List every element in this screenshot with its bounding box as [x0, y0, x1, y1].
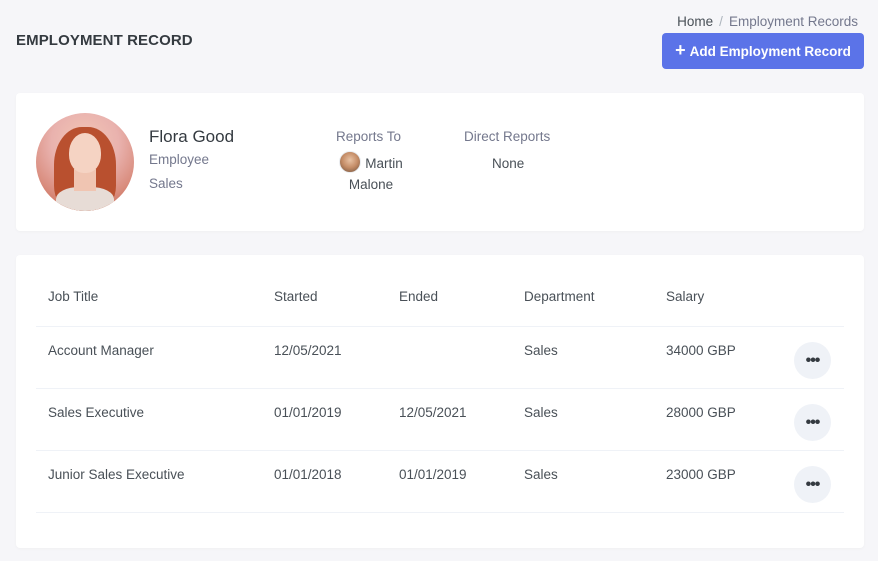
- breadcrumb-home[interactable]: Home: [677, 14, 714, 29]
- department-cell: Sales: [524, 467, 558, 482]
- salary-cell: 28000 GBP: [666, 405, 736, 420]
- department-cell: Sales: [524, 405, 558, 420]
- column-header-started: Started: [274, 289, 318, 304]
- started-cell: 12/05/2021: [274, 343, 342, 358]
- job-title-cell: Junior Sales Executive: [48, 467, 185, 482]
- employment-table-card: Job Title Started Ended Department Salar…: [16, 255, 864, 548]
- table-row: Account Manager 12/05/2021 Sales 34000 G…: [36, 327, 844, 389]
- column-header-ended: Ended: [399, 289, 439, 304]
- add-employment-record-label: Add Employment Record: [689, 43, 851, 59]
- row-actions-button[interactable]: •••: [794, 466, 831, 503]
- table-row: Junior Sales Executive 01/01/2018 01/01/…: [36, 451, 844, 513]
- row-actions-button[interactable]: •••: [794, 404, 831, 441]
- reports-to-name: Martin Malone: [348, 155, 403, 192]
- job-title-cell: Account Manager: [48, 343, 154, 358]
- employee-name: Flora Good: [149, 127, 235, 146]
- reports-to-label: Reports To: [336, 129, 402, 144]
- add-employment-record-button[interactable]: + Add Employment Record: [662, 33, 864, 69]
- ended-cell: 01/01/2019: [399, 467, 467, 482]
- row-actions-button[interactable]: •••: [794, 342, 831, 379]
- plus-icon: +: [675, 40, 686, 60]
- started-cell: 01/01/2018: [274, 467, 342, 482]
- table-header-row: Job Title Started Ended Department Salar…: [36, 275, 844, 327]
- employee-department: Sales: [149, 176, 183, 191]
- job-title-cell: Sales Executive: [48, 405, 145, 420]
- reports-to-person[interactable]: Martin Malone: [334, 151, 408, 194]
- breadcrumb-current: Employment Records: [728, 14, 858, 29]
- page-title: EMPLOYMENT RECORD: [16, 32, 193, 49]
- table-row: Sales Executive 01/01/2019 12/05/2021 Sa…: [36, 389, 844, 451]
- manager-avatar: [339, 151, 362, 173]
- column-header-salary: Salary: [666, 289, 705, 304]
- employment-table: Job Title Started Ended Department Salar…: [36, 275, 844, 513]
- profile-card: Flora Good Employee Sales Reports To Mar…: [16, 93, 864, 231]
- ended-cell: 12/05/2021: [399, 405, 467, 420]
- more-horizontal-icon: •••: [805, 475, 821, 493]
- salary-cell: 34000 GBP: [666, 343, 736, 358]
- breadcrumb: Home / Employment Records: [677, 14, 858, 29]
- column-header-department: Department: [524, 289, 595, 304]
- employee-role: Employee: [149, 152, 210, 167]
- avatar: [36, 113, 134, 211]
- breadcrumb-separator: /: [719, 14, 723, 29]
- department-cell: Sales: [524, 343, 558, 358]
- direct-reports-value: None: [492, 156, 525, 171]
- more-horizontal-icon: •••: [805, 413, 821, 431]
- direct-reports-label: Direct Reports: [464, 129, 551, 144]
- salary-cell: 23000 GBP: [666, 467, 736, 482]
- started-cell: 01/01/2019: [274, 405, 342, 420]
- more-horizontal-icon: •••: [805, 351, 821, 369]
- column-header-job-title: Job Title: [48, 289, 99, 304]
